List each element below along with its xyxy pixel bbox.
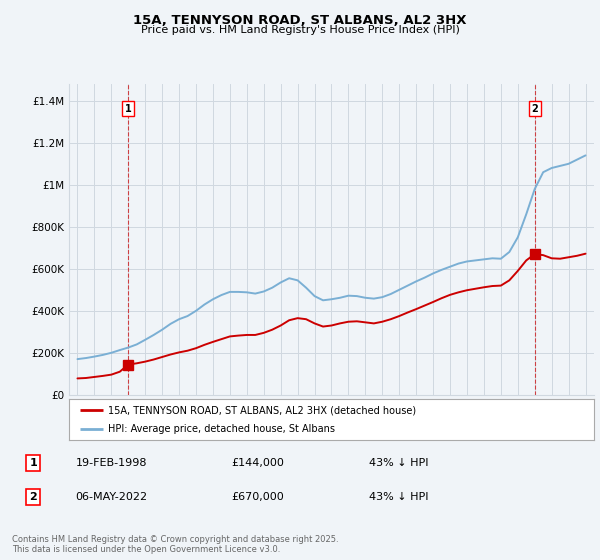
- Text: 1: 1: [125, 104, 131, 114]
- Text: 15A, TENNYSON ROAD, ST ALBANS, AL2 3HX: 15A, TENNYSON ROAD, ST ALBANS, AL2 3HX: [133, 14, 467, 27]
- Text: 06-MAY-2022: 06-MAY-2022: [76, 492, 148, 502]
- Text: HPI: Average price, detached house, St Albans: HPI: Average price, detached house, St A…: [109, 424, 335, 433]
- Text: 19-FEB-1998: 19-FEB-1998: [76, 458, 147, 468]
- Text: 1: 1: [29, 458, 37, 468]
- Text: 15A, TENNYSON ROAD, ST ALBANS, AL2 3HX (detached house): 15A, TENNYSON ROAD, ST ALBANS, AL2 3HX (…: [109, 405, 416, 415]
- Text: 43% ↓ HPI: 43% ↓ HPI: [369, 492, 428, 502]
- Text: Contains HM Land Registry data © Crown copyright and database right 2025.
This d: Contains HM Land Registry data © Crown c…: [12, 535, 338, 554]
- Text: 2: 2: [29, 492, 37, 502]
- Text: 2: 2: [532, 104, 538, 114]
- Text: 43% ↓ HPI: 43% ↓ HPI: [369, 458, 428, 468]
- Text: £144,000: £144,000: [231, 458, 284, 468]
- Text: Price paid vs. HM Land Registry's House Price Index (HPI): Price paid vs. HM Land Registry's House …: [140, 25, 460, 35]
- Text: £670,000: £670,000: [231, 492, 284, 502]
